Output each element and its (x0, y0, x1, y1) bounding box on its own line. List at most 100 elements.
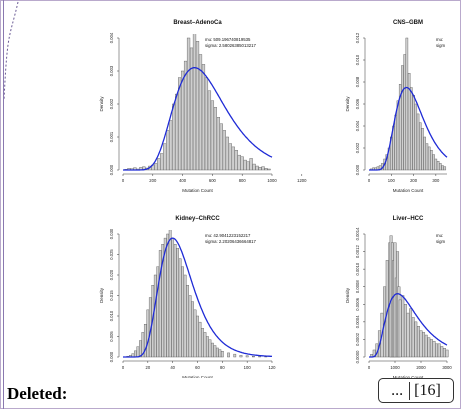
x-tick-label: 0 (368, 365, 371, 370)
chart-title: Breast–AdenoCa (173, 20, 222, 26)
fitted-density-curve (123, 67, 273, 171)
histogram-bar (183, 274, 187, 358)
y-tick-label: 0.030 (109, 228, 114, 239)
x-tick-label: 600 (209, 178, 217, 183)
histogram-bar (201, 328, 204, 358)
histogram-bar (206, 336, 209, 358)
y-tick-label: 0.003 (109, 65, 114, 76)
histogram-bar (416, 326, 420, 358)
histogram-bar (195, 41, 200, 171)
histogram-bar (233, 353, 237, 358)
histogram-bar (414, 103, 418, 171)
histogram-bar (261, 166, 265, 171)
histogram-bar (403, 304, 407, 358)
chart-title: Kidney–ChRCC (175, 216, 220, 222)
x-tick-label: 0 (368, 178, 371, 183)
x-tick-label: 120 (269, 365, 277, 370)
histogram-bar (210, 100, 215, 171)
y-tick-label: 0.012 (355, 32, 360, 43)
fit-annotation-line: sigm (436, 239, 445, 244)
histogram-bar (414, 321, 418, 358)
histogram-bar (157, 158, 161, 171)
histogram-bar (219, 123, 223, 171)
histogram-bar (405, 37, 409, 171)
histogram-bar (220, 351, 224, 358)
x-axis-label: Mutation Count (393, 375, 424, 378)
y-tick-label: 0.010 (355, 54, 360, 65)
fitted-density-curve (369, 293, 448, 358)
histogram-bar (189, 47, 194, 171)
y-tick-label: 0.0008 (355, 280, 360, 293)
histogram-bar (203, 332, 207, 358)
histogram-bar (416, 113, 420, 171)
histogram-bar (432, 154, 435, 171)
x-tick-label: 100 (244, 365, 252, 370)
histogram-bar (243, 159, 247, 171)
histogram-bar (213, 107, 217, 171)
y-tick-label: 0.010 (109, 310, 114, 321)
y-tick-label: 0.0000 (355, 350, 360, 363)
histogram-bar (215, 347, 219, 358)
x-tick-label: 400 (179, 178, 187, 183)
x-tick-label: 1200 (297, 178, 307, 183)
histogram-bar (251, 355, 255, 358)
histogram-bar (160, 153, 164, 171)
histogram-bar (146, 309, 150, 358)
histogram-bar (401, 65, 404, 171)
y-tick-label: 0.0014 (355, 227, 360, 240)
x-tick-label: 300 (432, 178, 440, 183)
histogram-bar (186, 285, 189, 358)
histogram-bar (213, 345, 217, 358)
fit-annotation-line: sigma: 2.20206436664817 (205, 239, 256, 244)
histogram-bar (201, 64, 206, 171)
fit-annotation-line: mu: (436, 37, 443, 42)
y-tick-label: 0.002 (355, 142, 360, 153)
histogram-bar (171, 237, 175, 358)
histogram-bar (264, 168, 268, 171)
y-axis-label: Density (99, 96, 104, 112)
histogram-bar (434, 158, 438, 171)
histogram-bar (168, 230, 172, 358)
histogram-bar (406, 312, 410, 358)
x-tick-label: 800 (239, 178, 247, 183)
histogram-bar (440, 346, 444, 358)
histogram-bar (445, 349, 449, 358)
histogram-bar (231, 146, 235, 171)
histogram-bar (255, 165, 259, 171)
y-tick-label: 0.006 (355, 98, 360, 109)
histogram-bar (432, 340, 436, 358)
fit-annotation-line: mu: 509.196740819535 (205, 37, 251, 42)
histogram-bar (207, 90, 212, 171)
histogram-bar (166, 130, 170, 171)
histogram-bar (134, 350, 137, 358)
left-margin-line (3, 0, 4, 409)
panel-2 (369, 37, 448, 171)
reference-box[interactable]: ... [16] (378, 378, 454, 403)
histogram-bar (412, 94, 415, 171)
histogram-bar (418, 122, 422, 171)
y-tick-label: 0.0012 (355, 244, 360, 257)
fit-annotation-line: sigm (436, 43, 445, 48)
fitted-density-curve (369, 86, 448, 171)
y-tick-label: 0.008 (355, 76, 360, 87)
histogram-bar (403, 54, 406, 171)
histogram-bar (441, 165, 444, 171)
histogram-bar (237, 154, 241, 171)
reference-number: [16] (409, 381, 441, 400)
histogram-bar (394, 114, 398, 171)
histogram-bar (424, 334, 428, 358)
fit-annotation-line: mu: 42.9041223152217 (205, 233, 251, 238)
histogram-bar (193, 309, 197, 358)
fit-annotation-line: sigma: 2.58026385013217 (205, 43, 256, 48)
fit-annotation-line: mu: (436, 233, 443, 238)
histogram-bar (240, 156, 244, 171)
y-tick-label: 0.0002 (355, 332, 360, 345)
histogram-bar (153, 274, 157, 358)
histogram-bar (439, 163, 442, 171)
x-tick-label: 0 (122, 178, 125, 183)
histogram-bar (191, 301, 194, 358)
y-tick-label: 0.000 (355, 164, 360, 175)
y-axis-label: Density (99, 287, 104, 303)
histogram-bar (225, 136, 229, 171)
histogram-bar (222, 130, 226, 171)
